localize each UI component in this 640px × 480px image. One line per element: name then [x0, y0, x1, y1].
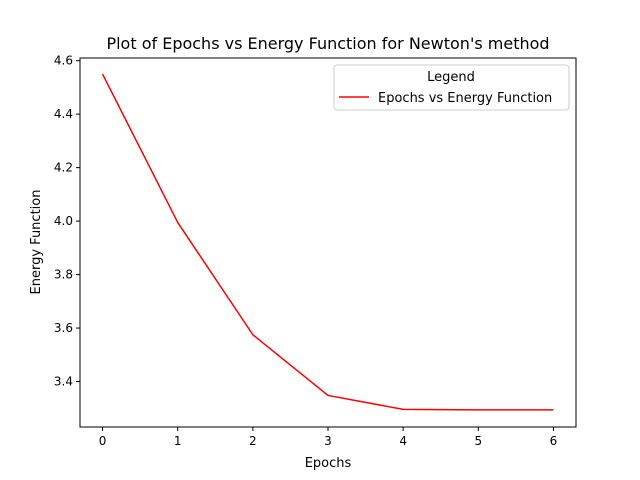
chart-title: Plot of Epochs vs Energy Function for Ne…	[106, 34, 549, 53]
legend-box	[333, 64, 570, 111]
series-layer	[101, 73, 554, 411]
x-tick-label: 2	[249, 434, 257, 448]
x-tick-label: 5	[474, 434, 482, 448]
x-tick-label: 4	[399, 434, 407, 448]
series-line	[101, 73, 554, 411]
legend-title: Legend	[427, 70, 475, 85]
x-tick-label: 1	[174, 434, 182, 448]
plot-area-frame	[79, 57, 577, 428]
legend: Legend Epochs vs Energy Function	[333, 64, 570, 111]
x-tick-label: 0	[99, 434, 107, 448]
x-axis-label: Epochs	[305, 456, 352, 471]
x-axis: 0 1 2 3 4 5 6	[99, 427, 558, 448]
y-tick-label: 4.0	[54, 214, 73, 228]
y-axis-label: Energy Function	[29, 190, 44, 295]
y-tick-label: 4.2	[54, 161, 73, 175]
y-tick-label: 3.4	[54, 375, 73, 389]
y-axis: 3.4 3.6 3.8 4.0 4.2 4.4 4.6	[54, 54, 80, 389]
y-tick-label: 4.4	[54, 107, 73, 121]
y-tick-label: 3.6	[54, 321, 73, 335]
x-tick-label: 3	[324, 434, 332, 448]
x-tick-label: 6	[550, 434, 558, 448]
y-tick-label: 4.6	[54, 54, 73, 68]
y-tick-label: 3.8	[54, 268, 73, 282]
legend-entry-label: Epochs vs Energy Function	[378, 91, 552, 106]
